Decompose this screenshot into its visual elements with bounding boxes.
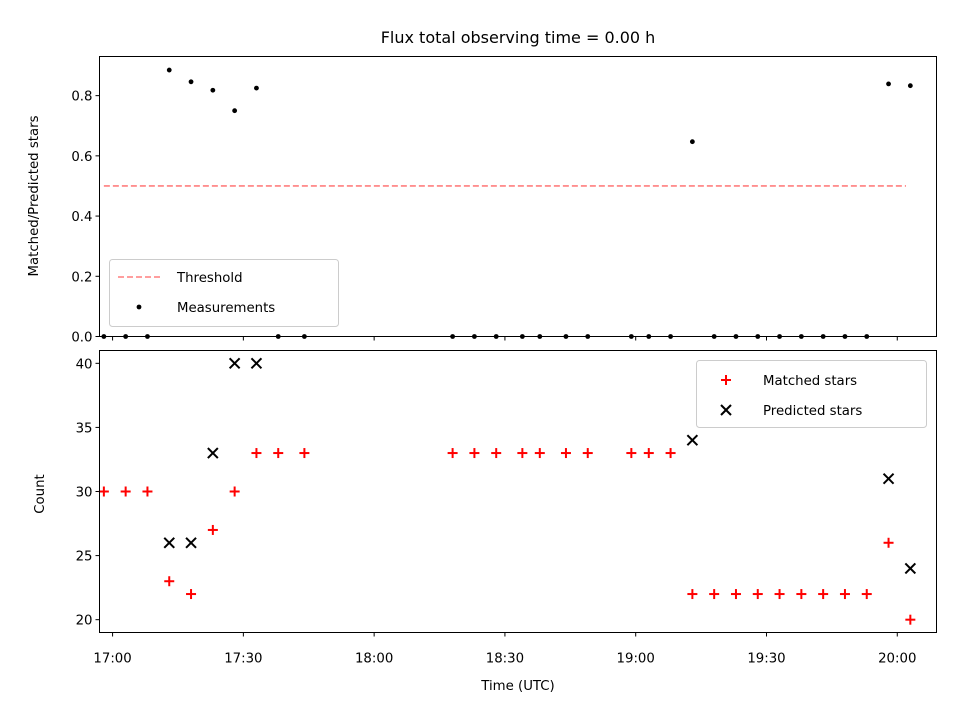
- x-tick-label: 19:00: [617, 652, 655, 667]
- bottom-y-tick-label: 20: [76, 614, 93, 629]
- legend-matched-swatch: [721, 375, 731, 385]
- x-tick-label: 18:00: [355, 652, 393, 667]
- measurement-point: [188, 79, 194, 85]
- matched-star-point: [818, 589, 829, 600]
- matched-star-point: [643, 448, 654, 459]
- matched-star-point: [491, 448, 502, 459]
- bottom-x-axis: 17:00 17:30 18:00 18:30 19:00 19:30 20:00: [93, 632, 916, 667]
- bottom-plot-frame: [99, 350, 937, 633]
- top-x-axis: [112, 336, 898, 341]
- top-plot-frame: [99, 56, 937, 337]
- matched-star-point: [774, 589, 785, 600]
- matched-star-point: [207, 524, 218, 535]
- bottom-plot: 20 25 30 35 40 17:00 17:30 18:00 18:30 19:00 19:3…: [33, 350, 937, 694]
- measurement-point: [689, 139, 695, 145]
- predicted-stars-points: [163, 357, 917, 575]
- measurement-point: [166, 67, 172, 73]
- matched-star-point: [752, 589, 763, 600]
- x-tick-label: 18:30: [486, 652, 524, 667]
- matched-star-point: [687, 589, 698, 600]
- top-y-tick-label: 0.2: [71, 270, 92, 285]
- legend-predicted-label: Predicted stars: [763, 404, 862, 419]
- matched-star-point: [861, 589, 872, 600]
- matched-star-point: [582, 448, 593, 459]
- legend-matched-marker: [721, 375, 731, 385]
- matched-star-point: [120, 486, 131, 497]
- bottom-y-tick-label: 40: [76, 357, 93, 372]
- matched-star-point: [883, 537, 894, 548]
- matched-star-point: [905, 614, 916, 625]
- measurement-point: [254, 85, 259, 91]
- top-y-tick-label: 0.6: [71, 150, 92, 165]
- matched-star-point: [273, 448, 284, 459]
- measurement-point: [232, 108, 238, 114]
- bottom-y-tick-label: 25: [76, 550, 93, 565]
- legend-measurements-swatch: [136, 304, 142, 310]
- matched-star-point: [730, 589, 741, 600]
- matched-star-point: [626, 448, 637, 459]
- top-y-tick-label: 0.0: [71, 331, 92, 346]
- matched-star-point: [142, 486, 153, 497]
- x-tick-label: 19:30: [747, 652, 785, 667]
- matched-star-point: [560, 448, 571, 459]
- matched-star-point: [251, 448, 262, 459]
- x-axis-label: Time (UTC): [480, 679, 555, 694]
- bottom-legend-box: [696, 360, 927, 428]
- x-tick-label: 17:00: [93, 652, 131, 667]
- bottom-y-tick-label: 30: [76, 486, 93, 501]
- matched-star-point: [709, 589, 720, 600]
- x-tick-label: 17:30: [224, 652, 262, 667]
- legend-predicted-swatch: [720, 404, 732, 416]
- top-y-tick-label: 0.4: [71, 210, 92, 225]
- top-plot: 0.00.20.40.60.8 Matched/Predicted stars …: [27, 56, 937, 346]
- measurement-point: [886, 81, 891, 87]
- measurement-point: [907, 83, 913, 89]
- top-chart-title: Flux total observing time = 0.00 h: [381, 28, 656, 47]
- bottom-y-axis-label: Count: [33, 474, 48, 514]
- matched-star-point: [98, 486, 109, 497]
- matched-star-point: [517, 448, 528, 459]
- top-y-tick-label: 0.8: [71, 90, 92, 105]
- matched-stars-points: [98, 448, 916, 625]
- matched-star-point: [469, 448, 480, 459]
- bottom-legend: Matched stars Predicted stars: [696, 360, 927, 428]
- predicted-star-point: [904, 562, 917, 575]
- legend-threshold-label: Threshold: [176, 271, 243, 286]
- predicted-star-point: [250, 357, 263, 370]
- matched-star-point: [665, 448, 676, 459]
- matched-star-point: [186, 589, 197, 600]
- matched-star-point: [229, 486, 240, 497]
- predicted-star-point: [163, 537, 175, 549]
- predicted-star-point: [228, 357, 241, 370]
- matched-star-point: [839, 589, 850, 600]
- legend-measurements-label: Measurements: [177, 301, 275, 316]
- matched-star-point: [447, 448, 458, 459]
- predicted-star-point: [686, 434, 699, 446]
- bottom-y-axis: 20 25 30 35 40: [76, 357, 100, 629]
- matched-star-point: [299, 448, 310, 459]
- matched-star-point: [164, 576, 175, 587]
- x-tick-label: 20:00: [878, 652, 916, 667]
- bottom-y-tick-label: 35: [76, 421, 93, 436]
- predicted-star-point: [882, 472, 895, 485]
- top-y-axis-label: Matched/Predicted stars: [27, 115, 42, 276]
- matched-star-point: [796, 589, 807, 600]
- predicted-star-point: [185, 537, 197, 549]
- legend-matched-label: Matched stars: [763, 374, 857, 389]
- top-legend: Threshold Measurements: [109, 259, 339, 327]
- predicted-star-point: [207, 447, 219, 459]
- matched-star-point: [534, 448, 545, 459]
- top-legend-box: [109, 259, 339, 327]
- legend-predicted-marker: [720, 404, 732, 416]
- top-y-axis: 0.0 0.2 0.4 0.6 0.8: [71, 90, 100, 346]
- measurement-point: [210, 87, 216, 93]
